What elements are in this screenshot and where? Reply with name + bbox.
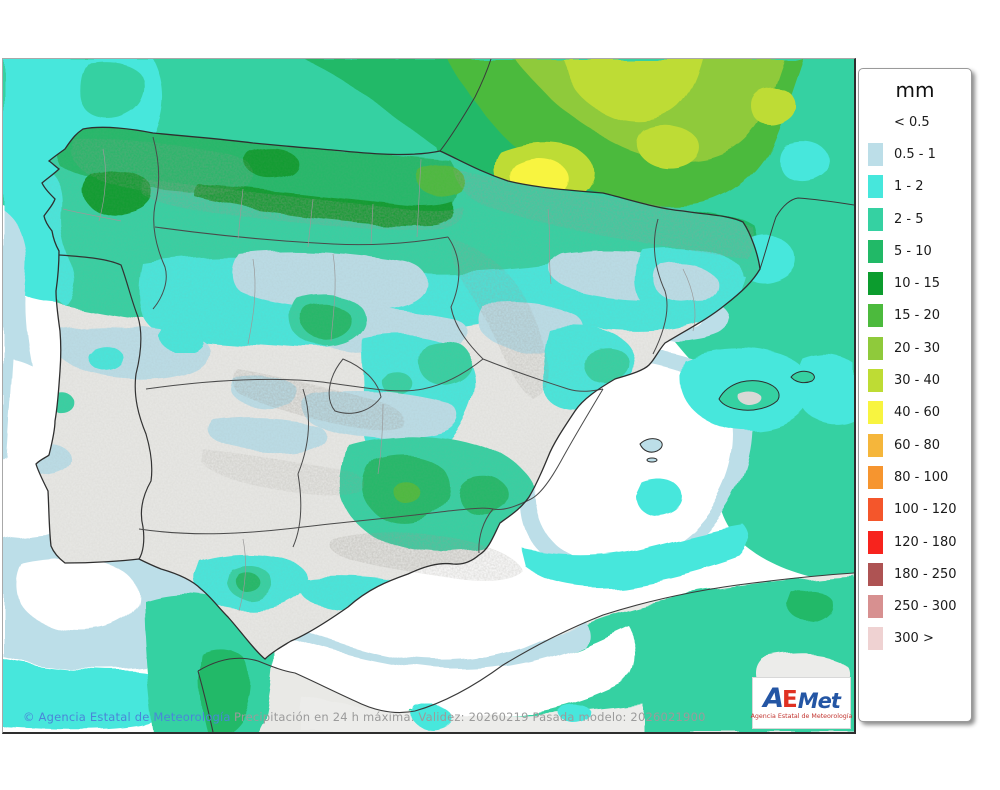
legend-label: 0.5 - 1	[894, 146, 936, 162]
legend-row: 2 - 5	[859, 203, 971, 235]
legend-row: 1 - 2	[859, 171, 971, 203]
legend-row: 80 - 100	[859, 461, 971, 493]
legend-label: 300 >	[894, 631, 934, 647]
legend-swatch	[868, 336, 883, 360]
legend-row: 30 - 40	[859, 364, 971, 396]
legend-row: 180 - 250	[859, 558, 971, 590]
legend-label: 30 - 40	[894, 373, 941, 389]
legend-label: 2 - 5	[894, 211, 924, 227]
legend-row: 10 - 15	[859, 267, 971, 299]
aemet-logo-met: Met	[797, 689, 841, 714]
aemet-logo-a: A	[763, 683, 784, 715]
legend-swatch	[868, 627, 883, 651]
map-info-text: Precipitación en 24 h máxima. Validez: 2…	[234, 710, 706, 724]
aemet-logo-subtitle: Agencia Estatal de Meteorología	[750, 713, 853, 721]
legend-label: 15 - 20	[894, 308, 941, 324]
legend-row: 40 - 60	[859, 397, 971, 429]
aemet-logo-wordmark: A E Met	[763, 683, 841, 715]
legend-row: 120 - 180	[859, 526, 971, 558]
legend-label: < 0.5	[894, 114, 930, 130]
legend-swatch	[868, 433, 883, 457]
legend-label: 100 - 120	[894, 502, 957, 518]
legend-row: 15 - 20	[859, 300, 971, 332]
legend-label: 250 - 300	[894, 599, 957, 615]
legend-row: 0.5 - 1	[859, 138, 971, 170]
legend-row: 100 - 120	[859, 494, 971, 526]
legend-row: 250 - 300	[859, 590, 971, 622]
legend-row: 20 - 30	[859, 332, 971, 364]
legend-swatch	[868, 369, 883, 393]
aemet-logo: A E Met Agencia Estatal de Meteorología	[750, 677, 853, 729]
map-canvas	[3, 59, 854, 732]
legend-label: 60 - 80	[894, 437, 941, 453]
legend-rows: < 0.5 0.5 - 1 1 - 2 2 - 5 5 - 10 10 - 15…	[859, 106, 971, 655]
legend-label: 40 - 60	[894, 405, 941, 421]
legend-label: 120 - 180	[894, 534, 957, 550]
legend-swatch	[868, 401, 883, 425]
legend-swatch	[868, 239, 883, 263]
legend-swatch	[868, 142, 883, 166]
legend-row: < 0.5	[859, 106, 971, 138]
legend-swatch	[868, 272, 883, 296]
legend-swatch	[868, 175, 883, 199]
legend-label: 80 - 100	[894, 469, 949, 485]
legend-label: 1 - 2	[894, 179, 924, 195]
legend-label: 20 - 30	[894, 340, 941, 356]
precipitation-map: © Agencia Estatal de Meteorología Precip…	[2, 58, 856, 734]
legend-swatch	[868, 562, 883, 586]
legend-swatch	[868, 304, 883, 328]
map-copyright: © Agencia Estatal de Meteorología	[23, 710, 231, 724]
legend-swatch	[868, 595, 883, 619]
aemet-logo-e: E	[782, 687, 798, 714]
legend-swatch	[868, 465, 883, 489]
legend-row: 300 >	[859, 623, 971, 655]
legend-label: 180 - 250	[894, 566, 957, 582]
legend-label: 5 - 10	[894, 243, 932, 259]
legend-swatch	[868, 207, 883, 231]
legend-label: 10 - 15	[894, 276, 941, 292]
legend-title: mm	[895, 78, 935, 102]
legend-swatch	[868, 498, 883, 522]
legend-row: 60 - 80	[859, 429, 971, 461]
legend-swatch	[868, 530, 883, 554]
legend-row: 5 - 10	[859, 235, 971, 267]
legend-panel: mm < 0.5 0.5 - 1 1 - 2 2 - 5 5 - 10 10 -…	[858, 68, 972, 722]
